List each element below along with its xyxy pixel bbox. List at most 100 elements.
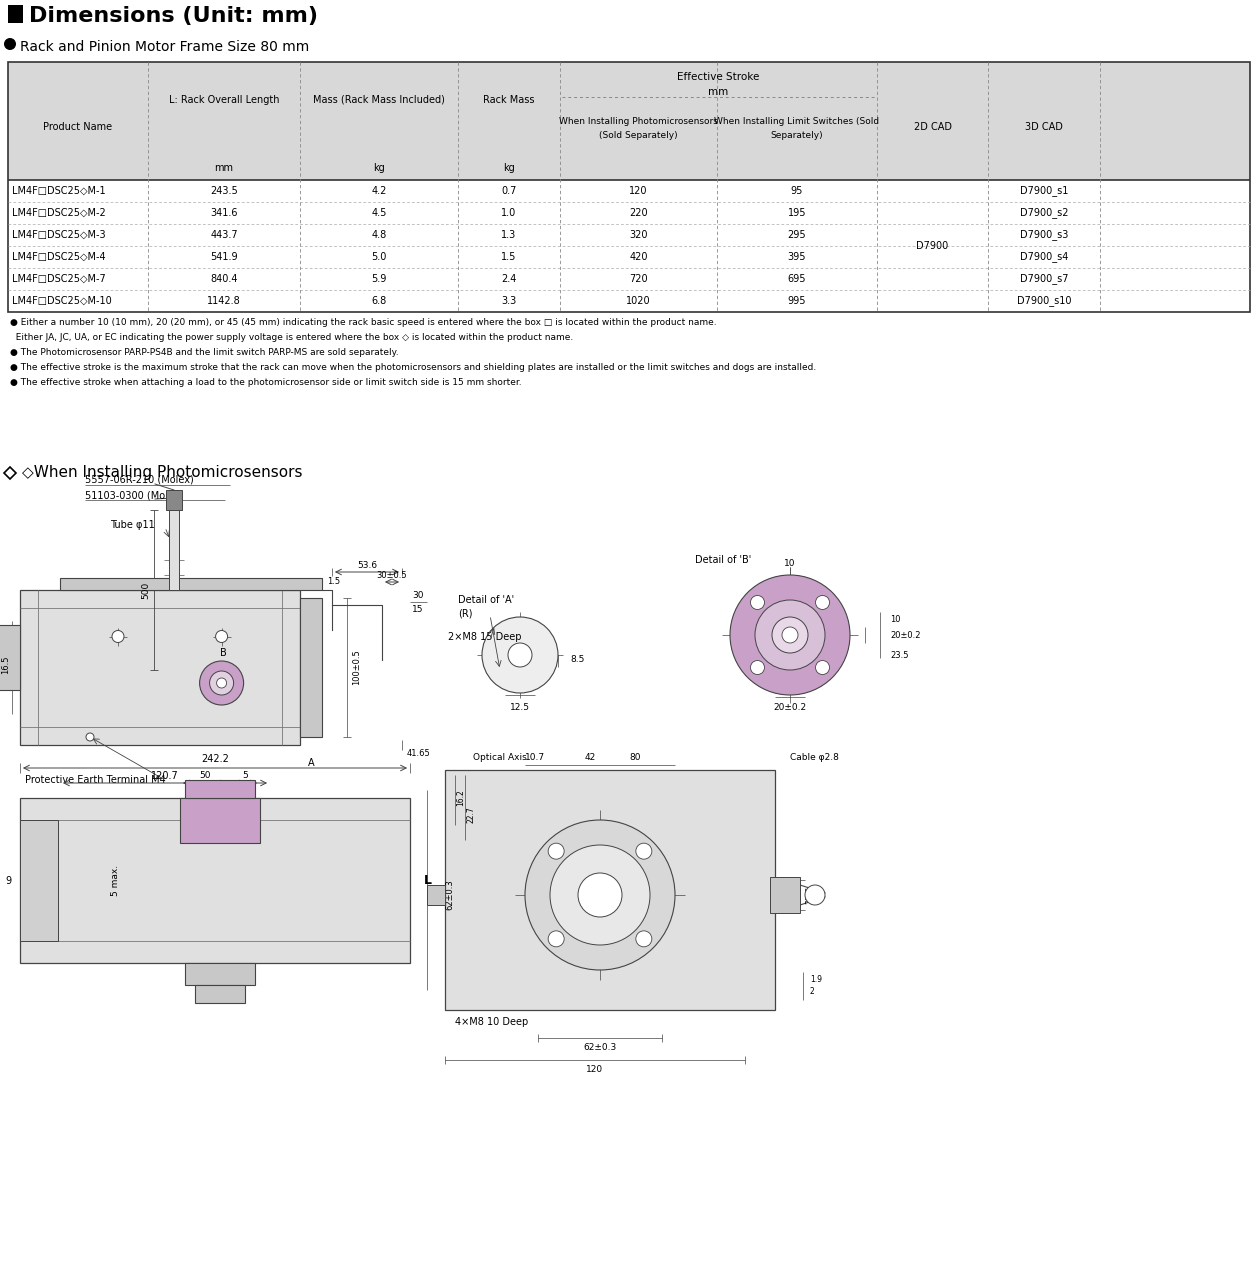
Bar [20, 820, 58, 941]
Text: 220: 220 [629, 207, 648, 218]
Text: LM4F□DSC25◇M-3: LM4F□DSC25◇M-3 [13, 230, 106, 241]
Text: 5557-06R-210 (Molex): 5557-06R-210 (Molex) [86, 475, 194, 485]
Text: 95: 95 [791, 186, 803, 196]
Text: LM4F□DSC25◇M-4: LM4F□DSC25◇M-4 [13, 252, 106, 262]
Text: When Installing Limit Switches (Sold: When Installing Limit Switches (Sold [715, 118, 879, 127]
Text: 16.2: 16.2 [457, 790, 465, 806]
Bar [180, 797, 260, 844]
Text: When Installing Photomicrosensors: When Installing Photomicrosensors [559, 118, 718, 127]
Circle shape [805, 884, 825, 905]
Text: Optical Axis: Optical Axis [473, 754, 527, 763]
Text: D7900: D7900 [916, 241, 949, 251]
Text: D7900_s4: D7900_s4 [1020, 252, 1068, 262]
Text: 0.7: 0.7 [501, 186, 517, 196]
Text: D7900_s1: D7900_s1 [1020, 186, 1068, 196]
Circle shape [215, 631, 228, 643]
Text: 5.0: 5.0 [371, 252, 386, 262]
Text: LM4F□DSC25◇M-10: LM4F□DSC25◇M-10 [13, 296, 112, 306]
Text: (Sold Separately): (Sold Separately) [599, 132, 678, 141]
Text: D7900_s2: D7900_s2 [1020, 207, 1068, 219]
Bar [20, 797, 410, 963]
Text: 720: 720 [629, 274, 648, 284]
Bar [169, 509, 179, 590]
Circle shape [635, 931, 652, 947]
Circle shape [755, 600, 825, 669]
Bar [0, 625, 20, 690]
Text: 320: 320 [629, 230, 648, 241]
Text: Protective Earth Terminal M4: Protective Earth Terminal M4 [25, 774, 166, 785]
Text: 195: 195 [788, 207, 806, 218]
Text: 541.9: 541.9 [210, 252, 238, 262]
Text: 30: 30 [413, 590, 424, 599]
Text: 1.3: 1.3 [502, 230, 517, 241]
Bar [8, 180, 1250, 202]
Text: 395: 395 [788, 252, 806, 262]
Text: 4.5: 4.5 [371, 207, 386, 218]
Text: 120.7: 120.7 [151, 771, 179, 781]
Circle shape [4, 38, 16, 50]
Text: 41.65: 41.65 [408, 749, 430, 758]
Text: 4.2: 4.2 [371, 186, 386, 196]
Bar [8, 202, 1250, 224]
Circle shape [577, 873, 621, 916]
Circle shape [482, 617, 559, 692]
Text: 840.4: 840.4 [210, 274, 238, 284]
Text: 5 max.: 5 max. [111, 865, 120, 896]
Text: 420: 420 [629, 252, 648, 262]
Text: 1020: 1020 [626, 296, 650, 306]
Text: 1.5: 1.5 [327, 577, 340, 586]
Text: 2: 2 [810, 987, 815, 997]
Text: 2.4: 2.4 [501, 274, 517, 284]
Text: 295: 295 [788, 230, 806, 241]
Circle shape [525, 820, 676, 970]
Circle shape [815, 660, 829, 675]
Text: L: L [424, 874, 431, 887]
Text: Product Name: Product Name [44, 122, 112, 132]
Text: D7900_s10: D7900_s10 [1016, 296, 1072, 306]
Text: 120: 120 [586, 1065, 604, 1074]
Text: kg: kg [374, 163, 385, 173]
Text: 443.7: 443.7 [210, 230, 238, 241]
Text: Rack Mass: Rack Mass [483, 95, 535, 105]
Text: ◇When Installing Photomicrosensors: ◇When Installing Photomicrosensors [21, 465, 302, 480]
Text: 82: 82 [429, 890, 438, 901]
Text: 243.5: 243.5 [210, 186, 238, 196]
Text: (R): (R) [458, 608, 473, 618]
Text: 1.5: 1.5 [501, 252, 517, 262]
Circle shape [548, 844, 564, 859]
Text: 51103-0300 (Molex): 51103-0300 (Molex) [86, 490, 184, 500]
Bar [185, 780, 255, 797]
Bar [8, 61, 1250, 312]
Text: 242.2: 242.2 [201, 754, 229, 764]
Text: 995: 995 [788, 296, 806, 306]
Text: 8.5: 8.5 [570, 655, 585, 664]
Text: 3D CAD: 3D CAD [1025, 122, 1063, 132]
Text: 16.5: 16.5 [1, 655, 10, 675]
Circle shape [751, 660, 765, 675]
Bar [8, 268, 1250, 291]
Bar [185, 963, 255, 986]
Text: ● The effective stroke is the maximum stroke that the rack can move when the pho: ● The effective stroke is the maximum st… [10, 364, 816, 372]
Text: Detail of 'A': Detail of 'A' [458, 595, 515, 605]
Text: 5.9: 5.9 [371, 274, 386, 284]
Circle shape [772, 617, 808, 653]
Text: 3.3: 3.3 [502, 296, 517, 306]
Bar [299, 598, 322, 737]
Text: Cable φ2.8: Cable φ2.8 [790, 754, 839, 763]
Text: Detail of 'B': Detail of 'B' [694, 556, 751, 564]
Text: 62±0.3: 62±0.3 [445, 879, 454, 910]
Text: 4.8: 4.8 [371, 230, 386, 241]
Bar [8, 61, 1250, 180]
Text: Mass (Rack Mass Included): Mass (Rack Mass Included) [313, 95, 445, 105]
Text: Dimensions (Unit: mm): Dimensions (Unit: mm) [29, 6, 318, 26]
Bar [20, 590, 299, 745]
Text: mm: mm [708, 87, 728, 97]
Text: 1.9: 1.9 [810, 975, 821, 984]
Text: 20±0.2: 20±0.2 [889, 631, 921, 640]
Text: 2D CAD: 2D CAD [913, 122, 951, 132]
Bar [445, 771, 775, 1010]
Bar [8, 224, 1250, 246]
Text: 100±0.5: 100±0.5 [352, 650, 361, 685]
Circle shape [730, 575, 850, 695]
Text: 22.5: 22.5 [805, 886, 814, 904]
